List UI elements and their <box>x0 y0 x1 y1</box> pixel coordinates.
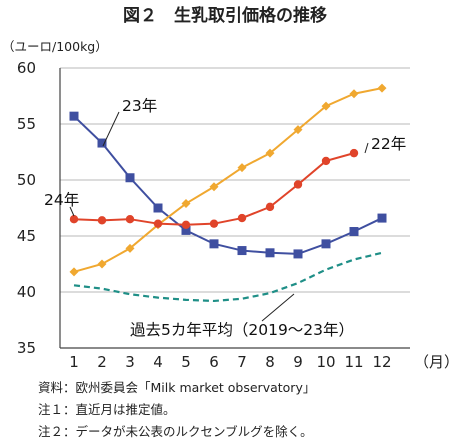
series-label-22: 22年 <box>371 135 406 153</box>
point-s1-10 <box>349 89 359 99</box>
x-tick-label-8: 8 <box>265 353 275 371</box>
point-s0-6 <box>237 246 247 256</box>
point-s1-0 <box>69 267 79 277</box>
point-s0-8 <box>293 249 303 259</box>
point-s1-11 <box>377 83 387 93</box>
point-s2-10 <box>349 148 359 158</box>
point-s1-2 <box>125 243 135 253</box>
y-tick-label-55: 55 <box>17 115 36 133</box>
x-axis-ticks: 1 2 3 4 5 6 7 8 9 10 11 12 <box>69 353 391 371</box>
x-tick-label-1: 1 <box>69 353 79 371</box>
point-s2-6 <box>237 213 247 223</box>
point-s0-4 <box>181 225 191 235</box>
point-s2-7 <box>265 202 275 212</box>
point-s0-2 <box>125 173 135 183</box>
point-s1-9 <box>321 101 331 111</box>
point-s0-5 <box>209 239 219 249</box>
y-tick-label-60: 60 <box>17 59 36 77</box>
point-s2-5 <box>209 219 219 228</box>
point-s1-7 <box>265 148 275 158</box>
x-tick-label-10: 10 <box>316 353 335 371</box>
series-label-23: 23年 <box>122 97 157 115</box>
source-note: 資料：欧州委員会「Milk market observatory」 <box>38 380 315 395</box>
point-s2-2 <box>125 215 135 224</box>
leader-line-24 <box>69 206 75 217</box>
point-s2-0 <box>69 215 79 224</box>
series-lines <box>69 83 387 303</box>
point-s0-1 <box>97 138 107 148</box>
point-s0-9 <box>321 239 331 249</box>
point-s0-11 <box>377 213 387 223</box>
x-tick-label-11: 11 <box>344 353 363 371</box>
y-tick-label-35: 35 <box>17 339 36 357</box>
x-tick-label-6: 6 <box>209 353 219 371</box>
leader-line-23 <box>102 111 120 147</box>
series-annotations: 23年 22年 24年 過去5カ年平均（2019～23年） <box>44 97 406 339</box>
y-axis-unit-label: （ユーロ/100kg） <box>2 39 108 54</box>
series-label-24: 24年 <box>44 191 79 209</box>
point-s0-3 <box>153 203 163 213</box>
footnote-1: 注１：直近月は推定値。 <box>38 402 176 417</box>
series-label-average: 過去5カ年平均（2019～23年） <box>130 321 354 339</box>
leader-line-average <box>261 293 295 322</box>
x-tick-label-3: 3 <box>125 353 135 371</box>
footnote-2: 注２：データが未公表のルクセンブルグを除く。 <box>38 424 313 439</box>
point-s2-3 <box>153 219 163 228</box>
y-tick-label-50: 50 <box>17 171 36 189</box>
point-s2-1 <box>97 216 107 225</box>
point-s1-8 <box>293 125 303 135</box>
y-axis-ticks: 35 40 45 50 55 60 <box>17 59 36 357</box>
series-line-0 <box>73 115 383 255</box>
point-s0-0 <box>69 111 79 121</box>
x-tick-label-2: 2 <box>97 353 107 371</box>
point-s2-4 <box>181 220 191 229</box>
y-tick-label-40: 40 <box>17 283 36 301</box>
point-s1-6 <box>237 163 247 173</box>
point-s1-1 <box>97 259 107 269</box>
point-s1-4 <box>181 199 191 209</box>
x-tick-label-4: 4 <box>153 353 163 371</box>
leader-line-22 <box>364 142 369 154</box>
point-s0-7 <box>265 248 275 258</box>
y-tick-label-45: 45 <box>17 227 36 245</box>
series-line-3 <box>73 251 383 303</box>
x-tick-label-9: 9 <box>293 353 303 371</box>
x-tick-label-5: 5 <box>181 353 191 371</box>
series-line-1 <box>73 87 383 273</box>
point-s0-10 <box>349 227 359 237</box>
x-tick-label-12: 12 <box>372 353 391 371</box>
x-tick-label-7: 7 <box>237 353 247 371</box>
x-axis-unit-label: （月） <box>414 353 450 371</box>
point-s1-5 <box>209 182 219 192</box>
point-s2-9 <box>321 156 331 166</box>
point-s2-8 <box>293 180 303 189</box>
chart-title: 図２ 生乳取引価格の推移 <box>123 5 327 26</box>
grid-lines <box>59 67 410 349</box>
